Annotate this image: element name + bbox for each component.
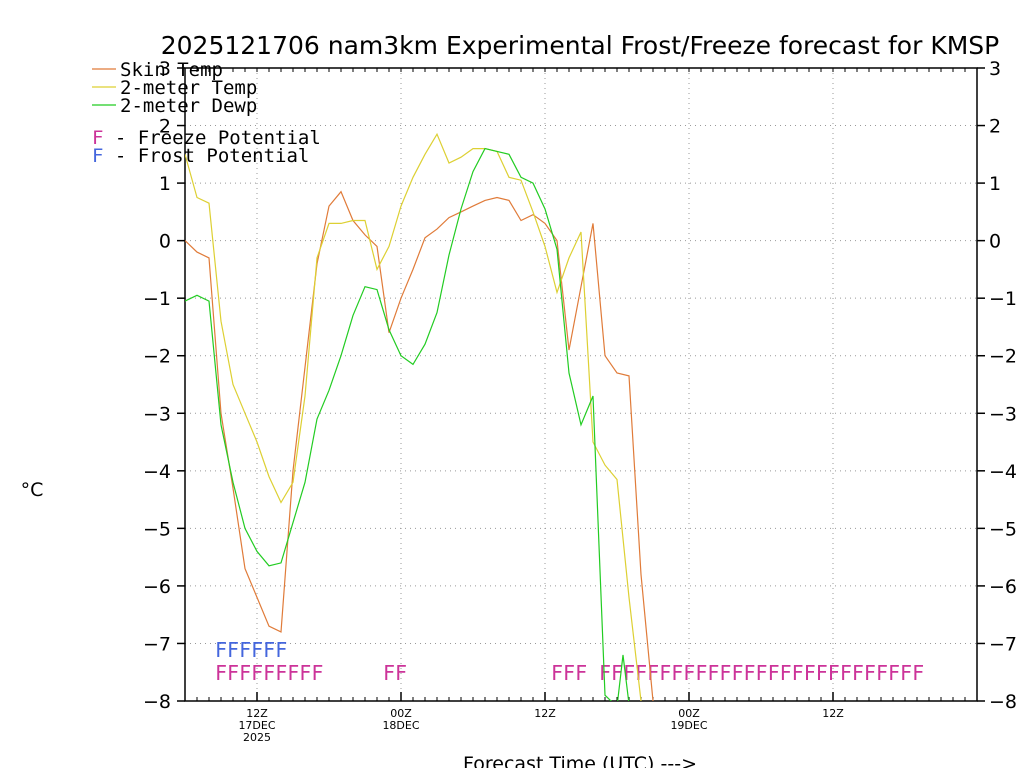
y-tick-label-right: 2 [989,116,1001,138]
x-tick-label: 00Z [678,707,700,720]
x-tick-label: 17DEC [238,719,275,732]
freeze-flag-marks: FFFFFFFFFFFFFFFFFFFFFFFFFFF [599,661,924,685]
y-tick-label-left: −7 [143,633,171,655]
legend-flag-entry: F - Freeze Potential [92,127,321,149]
axis-ticks: −8 −8 −7 −7 −6 −6 −5 −5 −4 −4 −3 −3 −2 −2 −1 −1 0 0 1 1 2 2 3 3… [143,58,1017,744]
x-tick-label: 2025 [243,731,271,744]
y-axis-label: °C [21,479,44,501]
x-tick-label: 19DEC [670,719,707,732]
y-tick-label-right: 3 [989,58,1001,80]
freeze-flag-marks: FF [383,661,407,685]
series-line-2-meter-dewp [185,147,630,701]
y-tick-label-left: −8 [143,691,171,713]
y-tick-label-left: 3 [159,58,171,80]
legend-flag-letter: F [92,145,103,167]
y-tick-label-right: −4 [989,461,1017,483]
legend-label: 2-meter Temp [120,77,257,99]
y-tick-label-left: −3 [143,403,171,425]
x-tick-label: 18DEC [382,719,419,732]
y-tick-label-right: −2 [989,346,1017,368]
y-tick-label-right: −7 [989,633,1017,655]
y-tick-label-right: −1 [989,288,1017,310]
legend-label: Skin Temp [120,59,223,81]
y-tick-label-left: −5 [143,518,171,540]
y-tick-label-right: −8 [989,691,1017,713]
x-tick-label: 12Z [246,707,268,720]
x-tick-label: 12Z [534,707,556,720]
y-tick-label-left: −4 [143,461,171,483]
series-line-2-meter-temp [185,132,642,701]
y-tick-label-right: −5 [989,518,1017,540]
grid-lines [185,68,977,701]
y-tick-label-left: −1 [143,288,171,310]
x-axis-label: Forecast Time (UTC) ---> [463,753,697,768]
legend-flag-letter: F [92,127,103,149]
series-lines [185,132,654,701]
x-tick-label: 00Z [390,707,412,720]
y-tick-label-right: 0 [989,231,1001,253]
chart-title: 2025121706 nam3km Experimental Frost/Fre… [161,31,999,60]
legend-flag-text: - Freeze Potential [103,127,320,149]
y-tick-label-right: −6 [989,576,1017,598]
y-tick-label-left: 2 [159,116,171,138]
frost-flag-marks: FFFFFF [215,638,287,662]
y-tick-label-left: −2 [143,346,171,368]
legend-flag-text: - Frost Potential [103,145,309,167]
freeze-flag-marks: FFFFFFFFF [215,661,323,685]
y-tick-label-left: −6 [143,576,171,598]
y-tick-label-left: 1 [159,173,171,195]
series-line-skin-temp [185,190,654,701]
legend-label: 2-meter Dewp [120,95,257,117]
y-tick-label-right: 1 [989,173,1001,195]
y-tick-label-left: 0 [159,231,171,253]
potential-flags: FFFFFFFFFFFFFFF FF FFF FFFFFFFFFFFFFFFFFFFF… [215,638,924,685]
freeze-flag-marks: FFF [551,661,587,685]
x-tick-label: 12Z [822,707,844,720]
legend-flag-entry: F - Frost Potential [92,145,309,167]
y-tick-label-right: −3 [989,403,1017,425]
